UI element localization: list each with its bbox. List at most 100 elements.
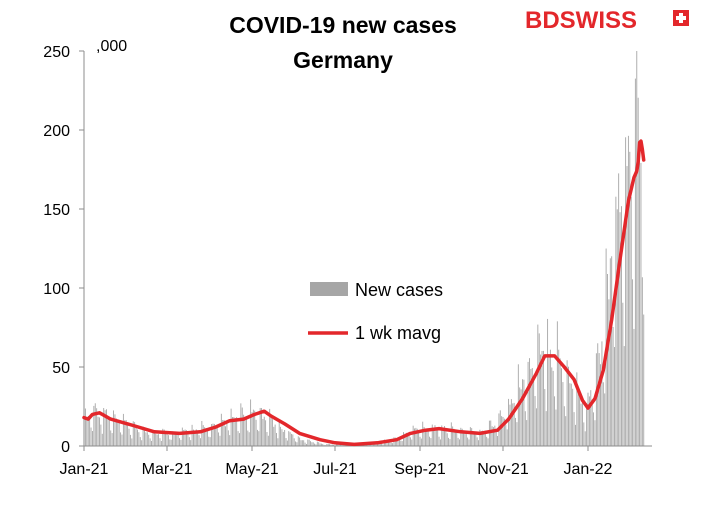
new-cases-bar [204,427,206,446]
new-cases-bar [465,434,467,446]
new-cases-bar [591,399,593,446]
new-cases-bar [422,421,424,446]
bdswiss-logo: BDSWISS [525,7,689,34]
new-cases-bar [430,438,432,446]
new-cases-bar [587,392,589,446]
new-cases-bar [408,434,410,446]
new-cases-bar [398,436,400,446]
new-cases-bar [206,429,208,446]
new-cases-bar [639,146,641,447]
new-cases-bar [299,437,301,446]
new-cases-bar [602,382,604,446]
new-cases-bar [616,209,618,446]
new-cases-bar [179,438,180,446]
new-cases-bar [446,433,448,446]
new-cases-bar [208,436,210,446]
new-cases-bar [502,416,504,446]
new-cases-bar [397,437,399,446]
new-cases-bar [510,399,512,446]
new-cases-bar [132,421,134,446]
new-cases-bar [513,402,515,446]
new-cases-bar [545,411,547,446]
new-cases-bar [87,415,89,446]
new-cases-bar [233,417,235,446]
new-cases-bar [627,135,629,446]
x-tick-label: Jan-22 [564,461,613,478]
new-cases-bar [262,418,264,446]
new-cases-bar [93,405,95,446]
new-cases-bar [403,432,404,446]
new-cases-bar [412,425,414,446]
new-cases-bar [535,408,537,446]
new-cases-bar [392,443,394,446]
new-cases-bar [311,442,313,446]
new-cases-bar [431,424,433,446]
new-cases-bar [174,433,176,446]
new-cases-bar [467,437,469,446]
new-cases-bar [148,434,150,446]
new-cases-bar [509,404,511,446]
new-cases-bar [139,437,141,446]
new-cases-bar [335,443,337,446]
new-cases-bar [96,408,98,446]
new-cases-bar [473,433,475,446]
new-cases-bar [460,427,462,446]
new-cases-bar [541,350,543,446]
y-unit-label: ,000 [96,38,127,55]
new-cases-bar [629,151,631,446]
new-cases-bar [487,438,489,446]
new-cases-bar [558,349,560,446]
new-cases-bar [261,408,262,446]
new-cases-bar [419,436,421,446]
new-cases-bar [442,427,444,446]
new-cases-bar [464,431,466,446]
new-cases-bar [472,432,474,446]
new-cases-bar [381,443,383,446]
new-cases-bar [636,51,638,446]
new-cases-bar [577,393,579,446]
new-cases-bar [527,361,529,446]
new-cases-bar [590,390,592,446]
new-cases-bar [619,212,621,446]
new-cases-bar [121,434,123,446]
new-cases-bar [405,432,407,446]
new-cases-bar [181,427,183,446]
chart-subtitle: Germany [293,47,393,73]
x-tick-label: Nov-21 [477,461,529,478]
new-cases-bar [449,439,451,446]
new-cases-bar [493,427,494,446]
new-cases-bar [484,430,486,446]
new-cases-bar [319,443,321,446]
new-cases-bar [594,420,596,446]
new-cases-bar [506,429,508,446]
new-cases-bar [637,97,639,446]
new-cases-bar [219,435,221,446]
new-cases-bar [400,440,402,446]
new-cases-bar [223,419,225,446]
new-cases-bar [409,437,411,446]
new-cases-bar [138,432,140,446]
new-cases-bar [562,382,564,446]
new-cases-bar [420,438,422,446]
new-cases-bar [569,383,571,446]
new-cases-bar [580,403,582,446]
new-cases-bar [486,436,488,446]
y-tick-label: 100 [43,281,70,298]
new-cases-bar [456,432,458,446]
new-cases-bar [330,444,332,446]
new-cases-bar [128,428,130,446]
new-cases-bar [190,440,192,446]
new-cases-bar [609,258,611,446]
x-tick-label: May-21 [225,461,278,478]
new-cases-bar [337,443,339,446]
new-cases-bar [641,277,643,446]
new-cases-bar [167,435,169,446]
new-cases-bar [322,444,324,446]
new-cases-bar [295,441,296,446]
new-cases-bar [169,439,171,446]
y-tick-label: 0 [61,439,70,456]
new-cases-bar [184,429,186,446]
new-cases-bar [396,438,398,446]
new-cases-bar [416,428,418,446]
new-cases-bar [438,436,440,446]
